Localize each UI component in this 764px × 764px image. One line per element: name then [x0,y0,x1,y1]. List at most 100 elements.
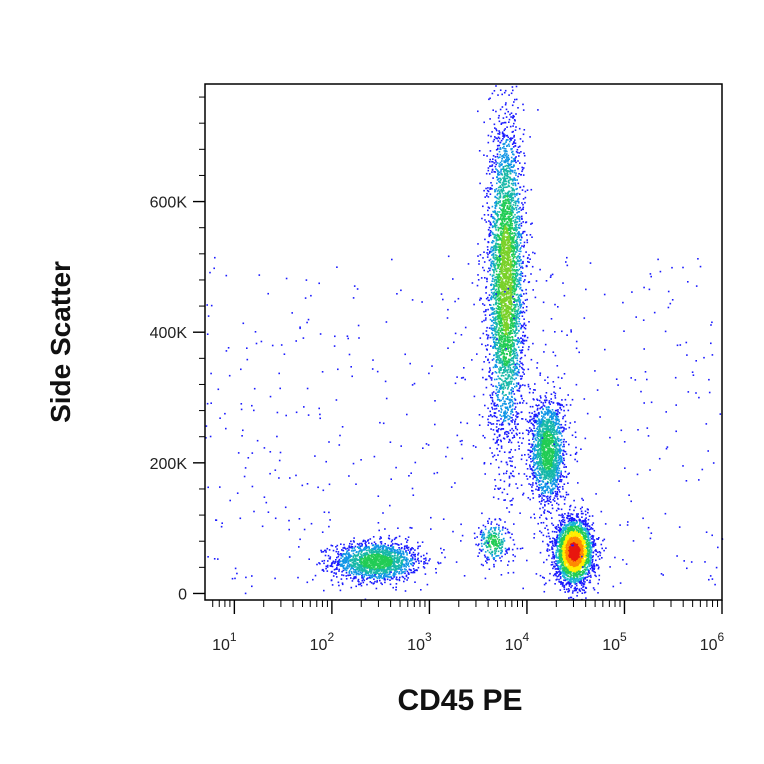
event-point [382,570,385,572]
event-point [364,569,367,571]
event-point [501,335,503,337]
event-point [357,564,360,566]
event-point [333,562,336,565]
event-point [522,301,524,304]
event-point [485,333,488,336]
event-point [506,227,508,230]
event-point [482,376,484,379]
event-point [378,560,380,562]
event-point [495,224,498,227]
event-point [500,302,503,305]
event-point [495,280,498,282]
event-point [405,557,408,559]
event-point [520,274,522,277]
event-point [378,573,380,575]
event-point [509,238,512,241]
event-point [496,153,499,155]
event-point [492,366,495,369]
event-point [497,293,500,296]
event-point [513,153,515,156]
event-point [511,199,513,201]
event-point [375,546,378,548]
event-point [514,335,517,337]
event-point [498,227,500,229]
event-point [502,143,504,145]
event-point [503,160,505,162]
event-point [504,270,506,272]
event-point [361,557,364,560]
event-point [515,299,518,301]
event-point [526,189,529,191]
event-point [511,313,514,316]
event-point [423,558,425,560]
event-point [341,554,344,556]
event-point [498,488,500,490]
event-point [342,558,344,561]
event-point [522,432,524,435]
event-point [515,351,518,354]
event-point [414,581,416,583]
event-point [503,337,505,340]
event-point [516,355,519,357]
event-point [320,549,322,552]
event-point [505,180,508,183]
event-point [371,568,374,571]
event-point [508,170,510,173]
event-point [517,260,519,263]
event-point [483,462,486,464]
event-point [386,564,389,566]
event-point [511,197,513,199]
event-point [488,415,490,417]
event-point [493,329,496,332]
event-point [504,199,506,202]
event-point [514,139,516,141]
event-point [370,570,373,572]
event-point [502,218,505,220]
event-point [509,202,511,205]
event-point [502,381,505,383]
event-point [501,238,504,241]
event-point [351,547,354,550]
event-point [497,136,500,139]
event-point [336,568,338,570]
event-point [494,282,497,284]
event-point [375,544,377,546]
event-point [515,365,517,368]
event-point [530,188,533,191]
event-point [384,555,387,558]
event-point [511,288,513,290]
event-point [377,547,380,550]
event-point [404,572,406,575]
event-point [488,207,491,209]
event-point [483,189,485,192]
event-point [374,566,376,568]
event-point [502,369,505,371]
event-point [509,284,512,286]
event-point [369,560,372,562]
event-point [521,267,524,269]
event-point [361,579,364,582]
event-point [504,377,507,379]
event-point [364,561,367,564]
event-point [330,544,333,547]
event-point [510,448,512,451]
event-point [511,475,514,477]
event-point [343,560,345,562]
event-point [509,138,511,140]
event-point [500,272,503,274]
event-point [399,550,402,552]
event-point [362,539,365,542]
event-point [534,252,536,255]
event-point [410,571,412,574]
event-point [504,134,506,136]
event-point [360,555,363,557]
event-point [368,550,371,553]
event-point [372,544,375,547]
event-point [489,193,492,195]
event-point [496,276,499,279]
event-point [494,336,496,338]
event-point [402,559,404,561]
event-point [522,331,525,333]
event-point [515,367,518,370]
event-point [375,587,378,590]
